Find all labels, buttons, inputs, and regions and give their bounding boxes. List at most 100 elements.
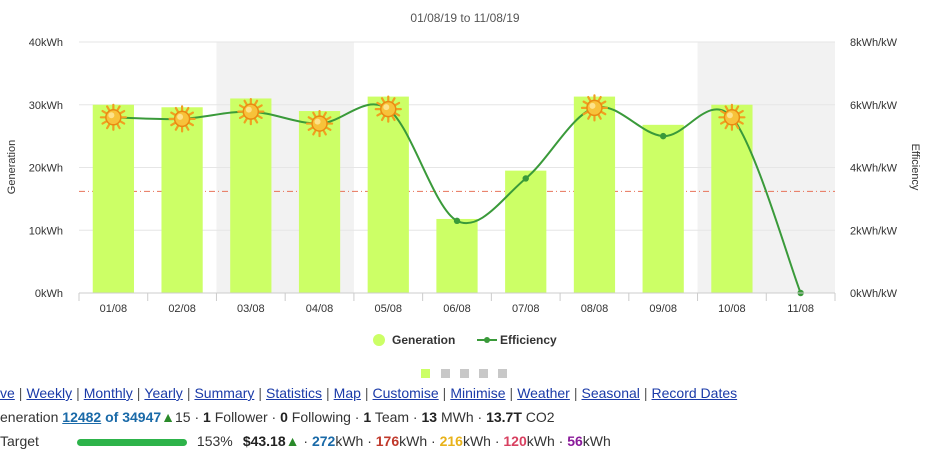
rank-link[interactable]: 12482	[62, 409, 102, 425]
nav-link-seasonal[interactable]: Seasonal	[581, 385, 640, 401]
nav-link-record-dates[interactable]: Record Dates	[651, 385, 738, 401]
generation-bar[interactable]	[298, 111, 341, 294]
energy-value-1: 272	[311, 433, 336, 449]
rank-total: of 34947	[105, 409, 162, 425]
x-tick-label: 10/08	[718, 303, 746, 315]
sun-highlight	[589, 102, 596, 109]
generation-bar[interactable]	[92, 104, 134, 293]
nav-link-weather[interactable]: Weather	[517, 385, 570, 401]
teams-label: Team	[374, 409, 410, 425]
legend-efficiency-label[interactable]: Efficiency	[500, 333, 557, 347]
unit-label: kWh	[462, 433, 491, 449]
sun-ray	[582, 110, 589, 116]
sun-highlight	[726, 112, 733, 119]
x-tick-label: 05/08	[375, 303, 403, 315]
legend-efficiency-marker	[484, 337, 490, 343]
sun-ray	[719, 109, 727, 115]
pager-dot[interactable]	[441, 369, 450, 378]
sun-ray	[170, 121, 177, 127]
generation-bar[interactable]	[505, 170, 547, 293]
y-tick-label: 0kWh	[35, 288, 63, 300]
energy-value-3: 216	[439, 433, 463, 449]
generation-bar[interactable]	[711, 104, 753, 293]
energy-value-5: 56	[567, 433, 583, 449]
sun-ray	[322, 111, 327, 118]
x-tick-label: 11/08	[787, 303, 814, 315]
x-tick-label: 08/08	[581, 303, 609, 315]
nav-link-summary[interactable]: Summary	[194, 385, 255, 401]
generation-bar[interactable]	[161, 107, 203, 293]
sun-ray	[325, 116, 332, 121]
sun-ray	[238, 104, 245, 109]
co2-label: CO2	[525, 409, 555, 425]
y-tick-label: 40kWh	[29, 37, 63, 49]
efficiency-point[interactable]	[659, 132, 667, 140]
y2-tick-label: 0kWh/kW	[850, 288, 898, 300]
nav-link-minimise[interactable]: Minimise	[450, 385, 506, 401]
generation-bar[interactable]	[367, 96, 409, 293]
sun-ray	[724, 123, 730, 130]
generation-bar[interactable]	[642, 124, 684, 293]
teams-count: 1	[363, 409, 372, 425]
efficiency-point[interactable]	[522, 175, 529, 182]
y-tick-label: 30kWh	[29, 100, 63, 112]
y2-tick-label: 6kWh/kW	[850, 100, 898, 112]
pager-dot[interactable]	[479, 369, 488, 378]
efficiency-point[interactable]	[453, 217, 461, 225]
nav-link-yearly[interactable]: Yearly	[144, 385, 183, 401]
nav-link-customise[interactable]: Customise	[372, 385, 439, 401]
legend-generation-label[interactable]: Generation	[392, 333, 455, 347]
sun-ray	[600, 100, 607, 105]
target-label: Target	[0, 433, 39, 449]
target-percent: 153%	[196, 433, 233, 449]
view-nav: ve | Weekly | Monthly | Yearly | Summary | Statist…	[0, 385, 738, 401]
generation-bar[interactable]	[436, 218, 478, 293]
sun-icon	[580, 94, 609, 122]
pager-dot[interactable]	[498, 369, 507, 378]
sun-ray	[174, 106, 180, 114]
sun-ray	[325, 126, 332, 131]
sun-ray	[307, 116, 314, 121]
savings-value: $43.18	[242, 433, 286, 449]
sun-ray	[101, 120, 108, 125]
sun-ray	[187, 121, 195, 127]
nav-link-map[interactable]: Map	[333, 385, 361, 401]
sun-ray	[187, 111, 195, 116]
nav-link-weekly[interactable]: Weekly	[26, 385, 73, 401]
sun-ray	[597, 113, 602, 120]
sun-ray	[587, 95, 592, 103]
sun-ray	[174, 124, 180, 131]
unit-label: kWh	[335, 433, 364, 449]
pager-dot-active[interactable]	[421, 369, 430, 378]
y2-tick-label: 2kWh/kW	[850, 225, 898, 237]
pager-dot[interactable]	[460, 369, 469, 378]
sun-ray	[597, 95, 602, 103]
sun-ray	[391, 97, 396, 104]
mwh-label: MWh	[440, 409, 474, 425]
x-tick-label: 03/08	[237, 303, 265, 315]
y-axis-label: Generation	[6, 140, 18, 194]
pager[interactable]	[421, 369, 507, 378]
legend[interactable]: Generation Efficiency	[373, 333, 557, 347]
generation-bar[interactable]	[573, 96, 616, 293]
sun-ray	[184, 106, 190, 114]
sun-ray	[253, 117, 259, 124]
energy-value-4: 120	[503, 433, 527, 449]
sun-highlight	[108, 112, 115, 119]
y-tick-label: 10kWh	[29, 225, 63, 237]
up-arrow-icon: ▲	[161, 409, 176, 425]
sun-ray	[106, 123, 111, 130]
nav-link-monthly[interactable]: Monthly	[83, 385, 133, 401]
nav-link-statistics[interactable]: Statistics	[266, 385, 323, 401]
sun-ray	[734, 105, 740, 112]
sun-ray	[312, 111, 317, 118]
sun-ray	[380, 114, 386, 122]
nav-link-live[interactable]: ve	[0, 385, 15, 401]
sun-highlight	[245, 106, 252, 113]
generation-label: eneration	[0, 409, 59, 425]
x-tick-label: 09/08	[649, 303, 677, 315]
generation-bar[interactable]	[230, 98, 272, 293]
stats-row: eneration 12482 of 34947▲15 · 1 Follower…	[0, 409, 555, 425]
unit-label: kWh	[582, 433, 611, 449]
sun-ray	[376, 112, 383, 117]
